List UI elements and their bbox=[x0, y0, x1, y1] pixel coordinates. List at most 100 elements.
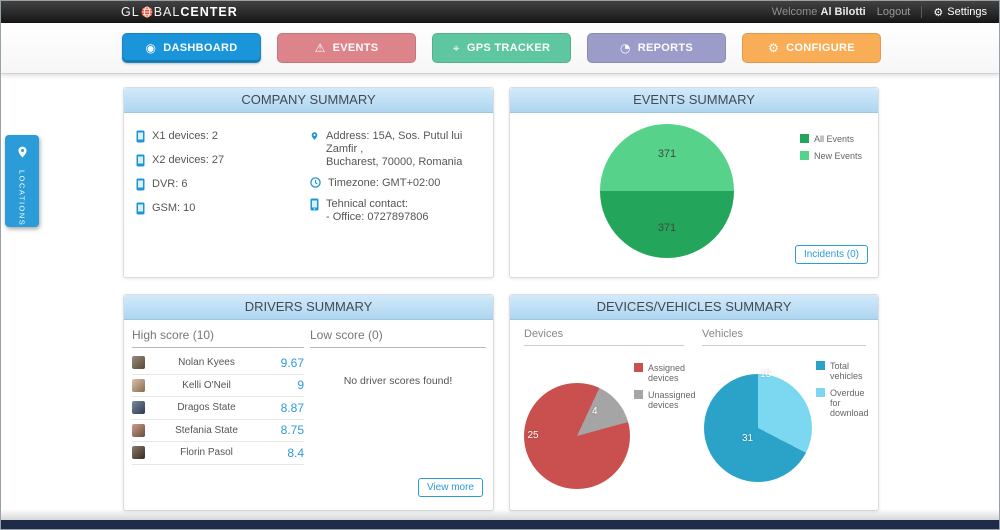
driver-score: 8.75 bbox=[280, 423, 304, 438]
unassigned-devices-swatch bbox=[634, 390, 643, 399]
gps-target-icon: ⌖ bbox=[452, 40, 460, 55]
total-vehicles-swatch bbox=[816, 361, 825, 370]
no-driver-scores-text: No driver scores found! bbox=[343, 375, 453, 387]
footer-bar bbox=[1, 520, 999, 529]
view-more-button[interactable]: View more bbox=[417, 478, 483, 497]
driver-avatar bbox=[132, 356, 145, 370]
address-pin-icon bbox=[311, 132, 318, 140]
tab-events[interactable]: ⚠ EVENTS bbox=[277, 33, 416, 63]
tab-gps-tracker[interactable]: ⌖ GPS TRACKER bbox=[432, 33, 571, 63]
all-events-value: 371 bbox=[657, 222, 677, 234]
company-summary-title: COMPANY SUMMARY bbox=[124, 88, 493, 113]
legend-item-all-events: All Events bbox=[799, 134, 862, 144]
device-icon bbox=[136, 202, 145, 215]
driver-avatar bbox=[132, 378, 145, 392]
location-pin-icon bbox=[16, 144, 29, 165]
driver-name: Stefania State bbox=[175, 424, 238, 436]
total-vehicles-value: 31 bbox=[742, 433, 754, 444]
drivers-summary-panel: DRIVERS SUMMARY High score (10) Low scor… bbox=[123, 294, 494, 511]
device-icon bbox=[136, 154, 145, 167]
company-info-list: Address: 15A, Sos. Putul lui Zamfir , Bu… bbox=[310, 130, 481, 224]
new-events-value: 371 bbox=[657, 148, 677, 160]
unassigned-devices-value: 4 bbox=[592, 406, 598, 417]
legend-item-overdue-download: Overdue for download bbox=[816, 388, 874, 418]
devices-subheader: Devices bbox=[524, 328, 684, 346]
legend-item-unassigned-devices: Unassigned devices bbox=[634, 390, 698, 410]
device-icon bbox=[136, 178, 145, 191]
devices-vehicles-summary-panel: DEVICES/VEHICLES SUMMARY Devices Vehicle… bbox=[509, 294, 879, 511]
contact-label: Tehnical contact: bbox=[326, 198, 408, 210]
events-summary-title: EVENTS SUMMARY bbox=[510, 88, 878, 113]
company-timezone: Timezone: GMT+02:00 bbox=[310, 177, 481, 190]
incidents-button[interactable]: Incidents (0) bbox=[794, 245, 868, 264]
clock-icon bbox=[310, 177, 321, 188]
overdue-vehicles-value: 15 bbox=[760, 369, 772, 380]
low-score-header: Low score (0) bbox=[310, 328, 486, 348]
report-chart-icon: ◔ bbox=[619, 41, 631, 55]
phone-icon bbox=[310, 198, 319, 211]
driver-score: 9 bbox=[297, 378, 304, 393]
main-nav: ◉ DASHBOARD ⚠ EVENTS ⌖ GPS TRACKER ◔ REP… bbox=[1, 23, 999, 74]
topbar-user-area: Welcome Al Bilotti Logout ⚙ Settings bbox=[772, 6, 999, 19]
assigned-devices-value: 25 bbox=[527, 430, 539, 441]
assigned-devices-swatch bbox=[634, 363, 643, 372]
app-logo: GL BAL CENTER bbox=[121, 5, 238, 19]
driver-name: Dragos State bbox=[177, 402, 236, 414]
device-icon bbox=[136, 130, 145, 143]
legend-item-total-vehicles: Total vehicles bbox=[816, 361, 874, 381]
vehicles-subheader: Vehicles bbox=[702, 328, 866, 346]
locations-label: LOCATIONS bbox=[17, 170, 27, 227]
driver-name: Kelli O'Neil bbox=[182, 379, 231, 391]
devices-pie-chart bbox=[524, 383, 630, 489]
company-summary-body: X1 devices: 2 X2 devices: 27 DVR: 6 GSM:… bbox=[124, 113, 493, 241]
legend-item-new-events: New Events bbox=[799, 151, 862, 161]
new-events-swatch bbox=[799, 151, 809, 160]
logout-link[interactable]: Logout bbox=[876, 6, 911, 18]
driver-row: Florin Pasol 8.4 bbox=[132, 442, 304, 465]
warning-triangle-icon: ⚠ bbox=[314, 41, 326, 55]
username: Al Bilotti bbox=[820, 6, 866, 18]
topbar-divider bbox=[921, 6, 923, 18]
company-summary-panel: COMPANY SUMMARY X1 devices: 2 X2 devices… bbox=[123, 87, 494, 278]
device-count-item: GSM: 10 bbox=[136, 202, 310, 215]
welcome-text: Welcome Al Bilotti bbox=[771, 6, 866, 18]
driver-score: 8.4 bbox=[287, 445, 304, 460]
address-line-1: Address: 15A, Sos. Putul lui Zamfir , bbox=[326, 130, 463, 155]
legend-item-assigned-devices: Assigned devices bbox=[634, 363, 698, 383]
device-count-item: X1 devices: 2 bbox=[136, 130, 310, 143]
sidebar-item-locations[interactable]: LOCATIONS bbox=[5, 135, 39, 227]
logo-text-mid: BAL bbox=[153, 5, 181, 19]
all-events-swatch bbox=[799, 134, 809, 143]
bottom-fade bbox=[1, 509, 999, 520]
tab-reports[interactable]: ◔ REPORTS bbox=[587, 33, 726, 63]
driver-avatar bbox=[132, 423, 145, 437]
wrench-icon: ⚙ bbox=[768, 41, 780, 55]
vehicles-legend: Total vehicles Overdue for download bbox=[816, 361, 874, 418]
overdue-download-swatch bbox=[816, 388, 825, 397]
devices-vehicles-title: DEVICES/VEHICLES SUMMARY bbox=[510, 295, 878, 320]
devices-legend: Assigned devices Unassigned devices bbox=[634, 363, 698, 410]
address-line-2: Bucharest, 70000, Romania bbox=[326, 156, 463, 168]
tab-dashboard[interactable]: ◉ DASHBOARD bbox=[122, 33, 261, 63]
vehicles-pie-chart bbox=[704, 374, 812, 482]
settings-link[interactable]: ⚙ Settings bbox=[933, 5, 987, 19]
logo-text-bold: CENTER bbox=[180, 5, 238, 19]
contact-office: - Office: 0727897806 bbox=[326, 211, 429, 223]
driver-row: Kelli O'Neil 9 bbox=[132, 375, 304, 397]
company-contact: Tehnical contact: - Office: 0727897806 bbox=[310, 198, 481, 224]
tab-configure[interactable]: ⚙ CONFIGURE bbox=[742, 33, 881, 63]
high-score-list: Nolan Kyees 9.67 Kelli O'Neil 9 Dragos S… bbox=[132, 352, 304, 465]
topbar: GL BAL CENTER Welcome Al Bilotti Logout ⚙… bbox=[1, 1, 999, 23]
globe-icon bbox=[141, 6, 153, 18]
driver-row: Nolan Kyees 9.67 bbox=[132, 352, 304, 375]
drivers-summary-title: DRIVERS SUMMARY bbox=[124, 295, 493, 320]
driver-avatar bbox=[132, 401, 145, 415]
driver-avatar bbox=[132, 446, 145, 460]
device-counts-list: X1 devices: 2 X2 devices: 27 DVR: 6 GSM:… bbox=[136, 130, 310, 224]
company-address: Address: 15A, Sos. Putul lui Zamfir , Bu… bbox=[310, 130, 481, 169]
events-legend: All Events New Events bbox=[799, 134, 862, 161]
driver-score: 9.67 bbox=[280, 355, 304, 370]
device-count-item: X2 devices: 27 bbox=[136, 154, 310, 167]
driver-row: Stefania State 8.75 bbox=[132, 420, 304, 442]
